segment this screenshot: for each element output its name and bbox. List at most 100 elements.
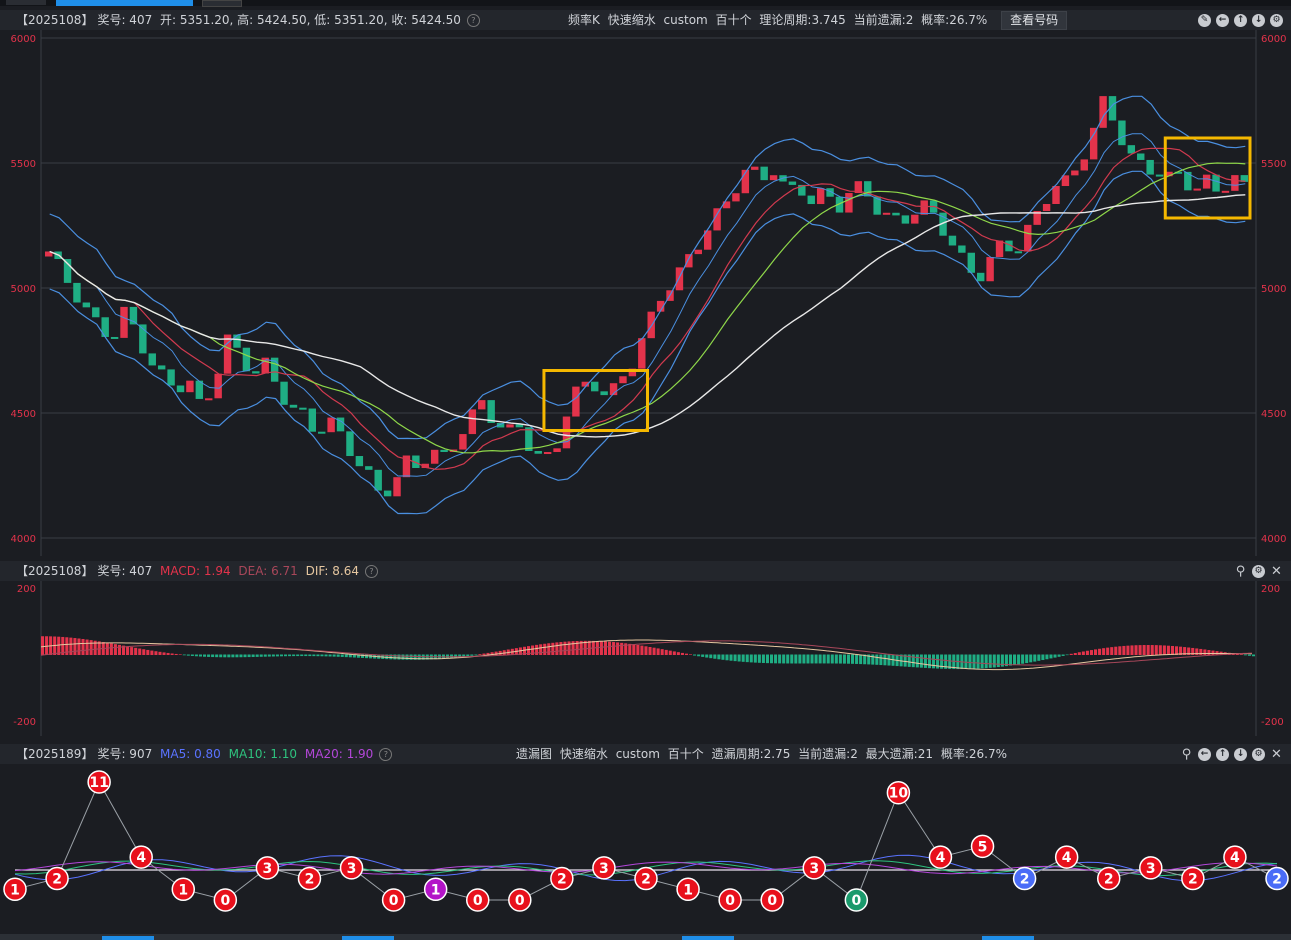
help-icon[interactable]: ?: [466, 14, 480, 27]
help-icon[interactable]: ?: [379, 748, 393, 761]
y-tick-top: 200: [1261, 584, 1280, 595]
macd-bar: [1203, 649, 1207, 655]
candle: [1193, 188, 1201, 191]
macd-bar: [648, 646, 652, 655]
omit-point-label: 4: [1062, 850, 1072, 866]
boll-mid-line: [49, 133, 1246, 477]
candle: [609, 383, 618, 396]
pin-icon[interactable]: ⚲: [1235, 563, 1246, 579]
candle: [1212, 174, 1220, 192]
candle: [920, 200, 928, 215]
macd-bar: [81, 638, 85, 655]
omit-point: [508, 888, 532, 912]
omit-point: [381, 888, 406, 912]
macd-bar: [494, 651, 498, 655]
down-arrow-icon[interactable]: ↓: [1252, 13, 1265, 27]
macd-bar: [97, 641, 101, 655]
candle: [1052, 186, 1060, 205]
settings-icon[interactable]: ⚙: [1270, 13, 1283, 27]
edit-icon[interactable]: ✎: [1198, 13, 1211, 27]
macd-bar: [344, 654, 348, 658]
omit-point-label: 1: [10, 882, 20, 898]
macd-bar: [1179, 646, 1183, 655]
tab-active[interactable]: [56, 0, 193, 6]
omit-point: [802, 856, 827, 880]
view-numbers-button[interactable]: 查看号码: [1001, 11, 1068, 30]
macd-bar: [527, 646, 531, 655]
macd-bar: [940, 654, 944, 669]
macd-bar: [1085, 650, 1089, 655]
candle: [289, 404, 298, 408]
macd-bar: [636, 645, 640, 655]
macd-bar: [1247, 654, 1251, 656]
candle: [167, 369, 175, 386]
macd-bar: [903, 654, 907, 667]
candle: [412, 455, 420, 469]
macd-bar: [1162, 645, 1166, 655]
macd-bar: [883, 654, 887, 666]
omit-point: [213, 888, 238, 912]
macd-bar: [1098, 648, 1102, 655]
help-icon[interactable]: ?: [364, 565, 378, 578]
back-icon[interactable]: ←: [1198, 747, 1211, 761]
macd-bar: [1235, 653, 1239, 655]
candle: [157, 365, 166, 370]
omit-point: [592, 856, 616, 880]
close-icon[interactable]: ✕: [1271, 563, 1282, 579]
candle: [393, 477, 401, 497]
macd-bar: [579, 640, 583, 655]
omit-point: [255, 856, 280, 880]
candle: [873, 196, 881, 215]
macd-bar: [150, 650, 154, 655]
macd-bar: [842, 654, 846, 664]
macd-bar: [1094, 649, 1098, 655]
settings-icon[interactable]: ⚙: [1252, 564, 1265, 578]
macd-bar: [628, 643, 632, 655]
macd-bar: [482, 653, 486, 655]
omit-award-label: 奖号: 907: [97, 747, 153, 761]
ma5-label: MA5: 0.80: [160, 747, 221, 761]
macd-bar: [786, 654, 790, 664]
close-icon[interactable]: ✕: [1271, 746, 1282, 762]
macd-bar: [57, 636, 61, 655]
macd-bar: [640, 645, 644, 655]
tab-inactive[interactable]: [6, 0, 46, 5]
omit-point-label: 0: [725, 893, 735, 909]
macd-bar: [360, 654, 364, 658]
back-icon[interactable]: ←: [1216, 13, 1229, 27]
omit-position-label: 百十个: [667, 747, 704, 761]
macd-bar: [498, 650, 502, 655]
candle: [807, 195, 815, 205]
macd-bar: [462, 654, 466, 657]
macd-bar: [458, 654, 462, 658]
settings-icon[interactable]: ⚙: [1252, 747, 1265, 761]
down-arrow-icon[interactable]: ↓: [1234, 747, 1247, 761]
macd-bar: [1033, 654, 1037, 662]
candle: [515, 424, 524, 428]
macd-bar: [624, 643, 628, 655]
omit-point-label: 0: [515, 893, 525, 909]
omit-point-label: 2: [1020, 872, 1030, 888]
macd-bar: [1126, 645, 1130, 655]
up-arrow-icon[interactable]: ↑: [1216, 747, 1229, 761]
omit-point: [423, 877, 448, 902]
omit-probability-label: 概率:26.7%: [940, 747, 1007, 761]
macd-bar: [397, 654, 401, 660]
macd-bar: [65, 637, 69, 655]
candle: [1146, 159, 1154, 175]
candle: [543, 452, 552, 455]
up-arrow-icon[interactable]: ↑: [1234, 13, 1247, 27]
macd-bar: [1114, 646, 1118, 655]
macd-bar: [996, 654, 1000, 668]
bottom-scroll-strip[interactable]: [0, 934, 1291, 940]
dea-line: [40, 640, 1253, 666]
candle: [638, 338, 646, 369]
macd-bar: [271, 654, 275, 657]
tab-small[interactable]: [202, 0, 242, 7]
macd-bar: [1170, 645, 1174, 655]
pin-icon[interactable]: ⚲: [1181, 746, 1192, 762]
candle: [1099, 96, 1107, 128]
macd-bar: [320, 654, 324, 657]
ohlc-label: 开: 5351.20, 高: 5424.50, 低: 5351.20, 收: 5…: [160, 13, 461, 27]
